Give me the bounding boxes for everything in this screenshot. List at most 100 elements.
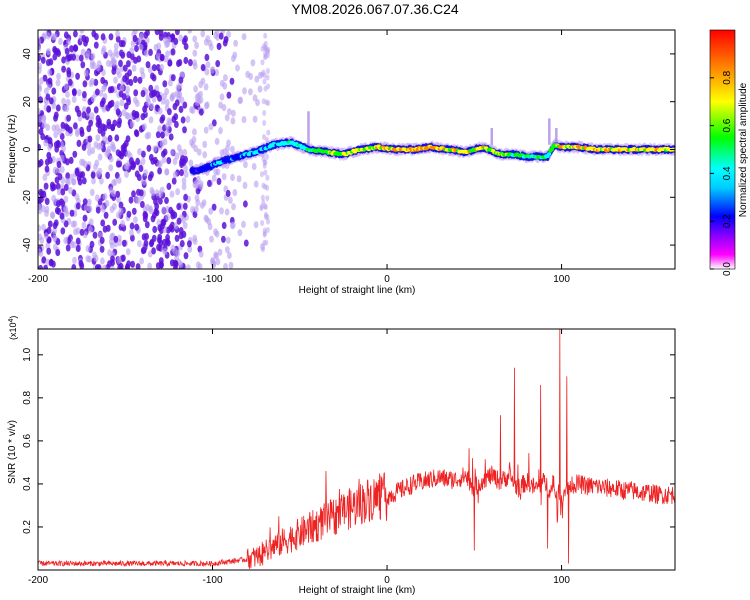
noise-speckle: [265, 68, 270, 74]
noise-speckle: [82, 160, 88, 168]
noise-speckle: [257, 85, 263, 93]
noise-speckle: [205, 61, 211, 69]
noise-speckle: [133, 75, 138, 84]
noise-speckle: [159, 116, 165, 124]
noise-speckle: [141, 150, 146, 158]
snr-y-tick-label: 1.0: [22, 347, 33, 361]
noise-speckle: [182, 148, 188, 157]
noise-speckle: [265, 195, 270, 202]
noise-speckle: [243, 239, 249, 247]
ridge-core: [546, 152, 552, 156]
spectrogram-noise-layer: [38, 30, 271, 269]
noise-speckle: [160, 131, 165, 139]
noise-speckle: [84, 53, 90, 61]
noise-speckle: [66, 67, 71, 75]
noise-speckle: [135, 99, 140, 107]
noise-speckle: [129, 120, 135, 128]
noise-speckle: [43, 182, 49, 190]
noise-speckle: [223, 263, 228, 269]
noise-speckle: [262, 120, 267, 126]
noise-speckle: [145, 61, 151, 69]
noise-speckle: [41, 114, 47, 122]
noise-speckle: [170, 33, 176, 41]
noise-speckle: [80, 171, 86, 179]
noise-speckle: [221, 104, 227, 112]
noise-speckle: [91, 62, 97, 70]
noise-speckle: [86, 125, 92, 133]
noise-speckle: [224, 208, 230, 216]
noise-speckle: [262, 78, 267, 85]
noise-speckle: [226, 91, 232, 99]
noise-speckle: [131, 207, 137, 215]
noise-speckle: [183, 56, 189, 65]
noise-speckle: [193, 85, 199, 93]
noise-speckle: [193, 205, 199, 213]
noise-speckle: [89, 240, 95, 248]
noise-speckle: [172, 171, 178, 179]
noise-speckle: [186, 264, 191, 269]
noise-speckle: [59, 212, 65, 220]
noise-speckle: [38, 83, 42, 91]
noise-speckle: [195, 261, 201, 269]
noise-speckle: [230, 173, 235, 182]
noise-speckle: [178, 227, 184, 235]
spectrogram-x-tick-label: -200: [28, 274, 48, 285]
noise-speckle: [213, 251, 219, 259]
noise-speckle: [166, 239, 171, 247]
noise-speckle: [114, 100, 120, 109]
noise-speckle: [44, 165, 50, 173]
noise-speckle: [172, 259, 178, 267]
noise-speckle: [171, 177, 177, 185]
noise-speckle: [157, 167, 163, 175]
noise-speckle: [198, 81, 204, 89]
noise-speckle: [265, 153, 269, 160]
noise-speckle: [66, 114, 71, 122]
noise-speckle: [115, 108, 121, 116]
noise-speckle: [142, 105, 148, 113]
noise-speckle: [59, 166, 65, 174]
noise-speckle: [109, 85, 115, 94]
noise-speckle: [192, 181, 198, 189]
noise-speckle: [134, 223, 140, 231]
snr-x-tick-label: -100: [203, 575, 223, 586]
noise-speckle: [38, 108, 41, 116]
noise-speckle: [190, 106, 196, 114]
noise-speckle: [216, 177, 222, 185]
noise-speckle: [196, 148, 202, 156]
noise-speckle: [178, 148, 184, 156]
noise-speckle: [175, 30, 180, 36]
noise-speckle: [132, 34, 138, 43]
noise-speckle: [265, 227, 270, 233]
noise-speckle: [95, 264, 100, 269]
colorbar-tick-label: 0.6: [722, 118, 733, 132]
noise-speckle: [68, 156, 74, 164]
noise-speckle: [221, 235, 226, 243]
noise-speckle: [38, 224, 42, 232]
noise-speckle: [149, 240, 154, 248]
noise-speckle: [170, 148, 175, 156]
noise-speckle: [99, 177, 104, 185]
noise-speckle: [117, 264, 123, 269]
noise-speckle: [85, 245, 91, 253]
noise-speckle: [40, 56, 46, 64]
noise-speckle: [182, 221, 188, 229]
noise-speckle: [217, 248, 223, 256]
noise-speckle: [82, 214, 88, 222]
noise-speckle: [260, 194, 265, 201]
noise-speckle: [145, 94, 151, 102]
noise-speckle: [192, 234, 198, 242]
noise-speckle: [170, 48, 176, 56]
noise-speckle: [56, 160, 62, 168]
noise-speckle: [48, 258, 54, 266]
noise-speckle: [214, 68, 220, 77]
noise-speckle: [79, 129, 85, 137]
noise-speckle: [262, 162, 267, 169]
noise-speckle: [121, 254, 126, 262]
noise-speckle: [41, 256, 47, 264]
noise-speckle: [183, 170, 189, 178]
noise-speckle: [174, 120, 179, 129]
noise-speckle: [38, 264, 43, 269]
noise-speckle: [194, 41, 200, 50]
noise-speckle: [151, 234, 157, 242]
noise-speckle: [61, 97, 66, 105]
